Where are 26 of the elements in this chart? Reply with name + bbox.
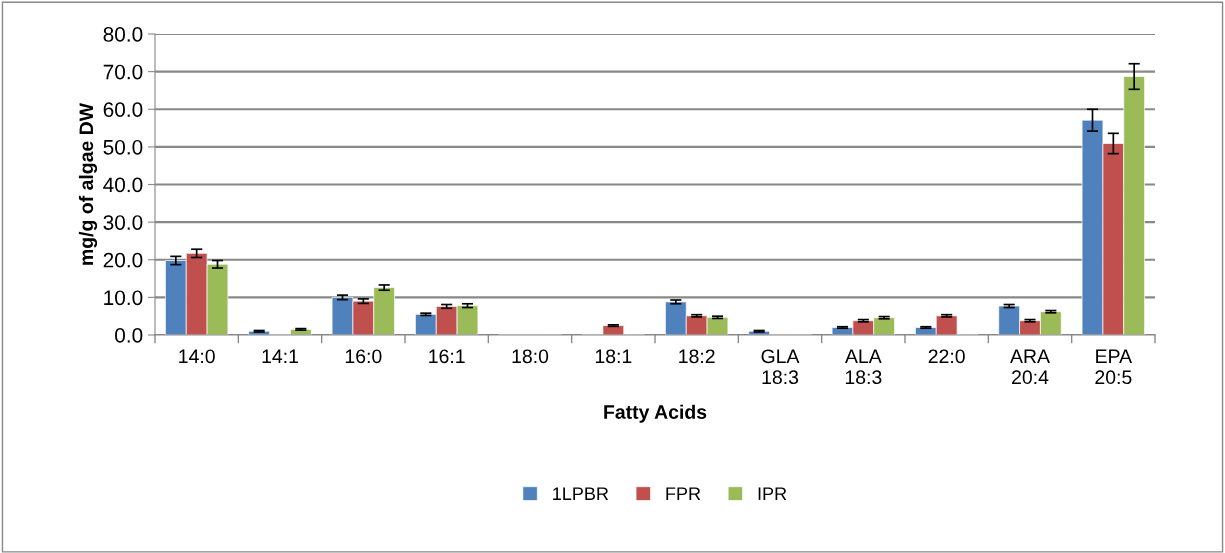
legend-label: FPR bbox=[666, 487, 701, 500]
legend-label: 1LPBR bbox=[553, 487, 609, 500]
x-tick-label: 16:1 bbox=[429, 349, 465, 364]
y-tick-label: 50.0 bbox=[103, 139, 143, 155]
x-tick-label: 18:0 bbox=[512, 349, 549, 364]
y-tick-label: 80.0 bbox=[103, 27, 143, 42]
y-tick-label: 70.0 bbox=[103, 64, 143, 80]
x-tick-label: 14:0 bbox=[179, 349, 215, 364]
y-tick-label: 20.0 bbox=[103, 252, 143, 268]
x-tick-label: EPA 20:5 bbox=[1095, 349, 1133, 385]
x-tick-label: GLA 18:3 bbox=[761, 349, 800, 385]
x-axis-title: Fatty Acids bbox=[604, 404, 707, 423]
x-tick-label: 14:1 bbox=[262, 349, 298, 363]
y-tick-label: 40.0 bbox=[103, 177, 143, 193]
y-tick-label: 0.0 bbox=[115, 328, 143, 343]
x-tick-label: 22:0 bbox=[928, 349, 965, 364]
y-tick-label: 30.0 bbox=[103, 215, 143, 230]
x-tick-label: 18:2 bbox=[679, 349, 715, 364]
y-tick-label: 10.0 bbox=[104, 290, 143, 306]
x-tick-label: ARA 20:4 bbox=[1010, 349, 1050, 385]
x-tick-label: 18:1 bbox=[595, 349, 632, 364]
y-axis-title: mg/g of algae DW bbox=[78, 102, 98, 265]
x-tick-label: 16:0 bbox=[345, 349, 382, 364]
y-tick-label: 60.0 bbox=[103, 102, 143, 117]
x-tick-label: ALA 18:3 bbox=[845, 349, 882, 385]
legend-label: IPR bbox=[758, 487, 787, 500]
